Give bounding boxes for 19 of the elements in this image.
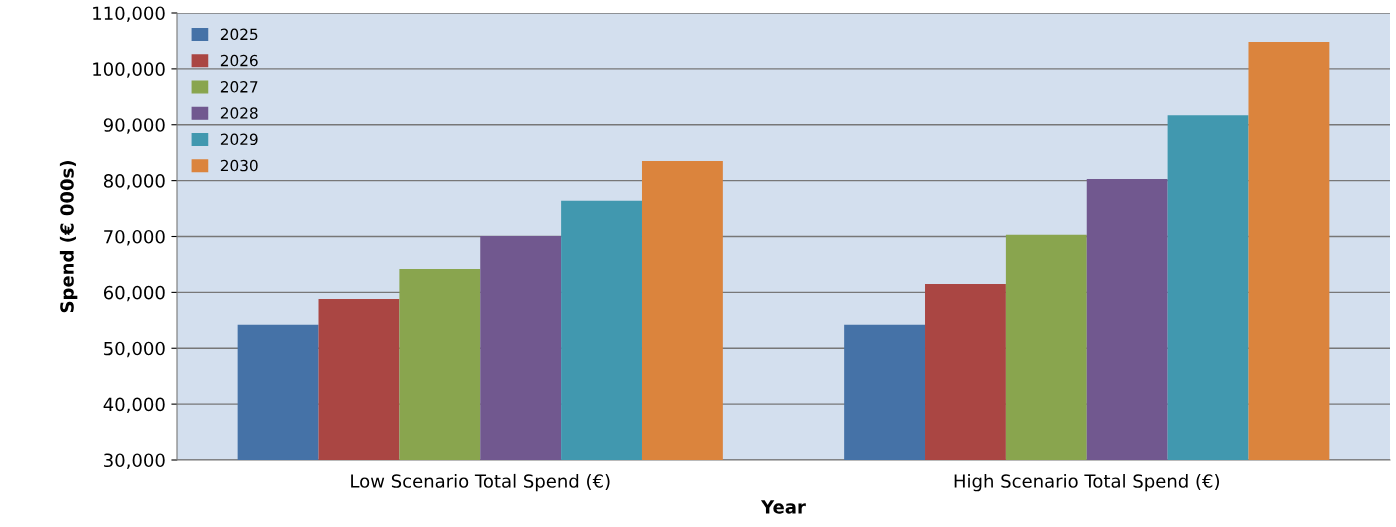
y-tick-label: 110,000 xyxy=(93,6,165,22)
x-axis-title: Year xyxy=(760,500,806,514)
legend-label: 2025 xyxy=(220,28,258,41)
y-axis-title: Spend (€ 000s) xyxy=(59,161,78,313)
legend-label: 2027 xyxy=(220,81,258,93)
y-tick-label: 30,000 xyxy=(104,453,165,469)
y-tick-label: 100,000 xyxy=(93,62,165,78)
y-tick-label: 40,000 xyxy=(103,397,165,414)
legend-label: 2030 xyxy=(220,159,258,172)
y-tick-label: 60,000 xyxy=(103,285,165,302)
x-tick-label: Low Scenario Total Spend (€) xyxy=(351,473,610,492)
legend-label: 2029 xyxy=(220,133,258,146)
legend-label: 2026 xyxy=(220,54,258,67)
legend-label: 2028 xyxy=(220,107,258,119)
y-tick-label: 70,000 xyxy=(104,229,165,246)
x-tick-label: High Scenario Total Spend (€) xyxy=(954,473,1220,492)
y-tick-label: 80,000 xyxy=(103,174,165,190)
y-tick-label: 90,000 xyxy=(103,118,165,134)
y-tick-label: 50,000 xyxy=(104,341,165,358)
